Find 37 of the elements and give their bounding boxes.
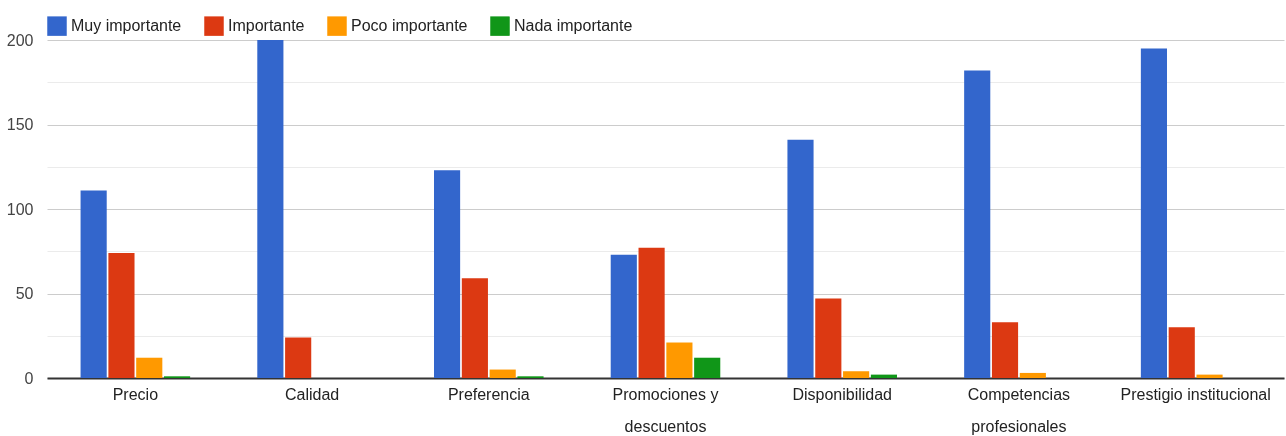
bar [80,190,107,378]
bar [461,278,488,378]
y-tick-label: 100 [6,200,34,218]
x-tick-label: Calidad [284,385,340,403]
x-tick-label: Disponibilidad [792,385,893,403]
legend-label: Muy importante [71,17,182,35]
bar [108,252,135,378]
bar [815,298,842,378]
legend-label: Nada importante [514,17,633,35]
bar [638,247,665,378]
y-tick-label: 200 [6,31,34,49]
x-tick-label: Promociones y descuentos [612,385,719,435]
y-tick-label: 150 [6,116,34,133]
bar [787,139,814,378]
x-tick-label: Precio [112,385,159,403]
bar [610,254,637,378]
bar [136,357,163,378]
bar [257,40,284,378]
x-tick-label: Competencias profesionales [967,385,1071,435]
x-tick-label: Prestigio institucional [1120,385,1271,403]
bar [694,357,721,378]
x-tick-label: Preferencia [447,385,530,403]
bar [489,369,516,378]
bar [434,170,461,378]
bar [1140,48,1167,378]
legend-label: Poco importante [351,17,468,35]
bar [1168,327,1195,378]
legend-label: Importante [228,17,305,35]
y-tick-label: 50 [15,285,34,302]
bar [285,337,312,378]
bar [1019,372,1046,378]
bar [991,322,1019,378]
bar [843,371,870,378]
bar [964,70,991,378]
y-tick-label: 0 [24,369,34,387]
bar [1196,374,1223,378]
bar [666,342,693,378]
